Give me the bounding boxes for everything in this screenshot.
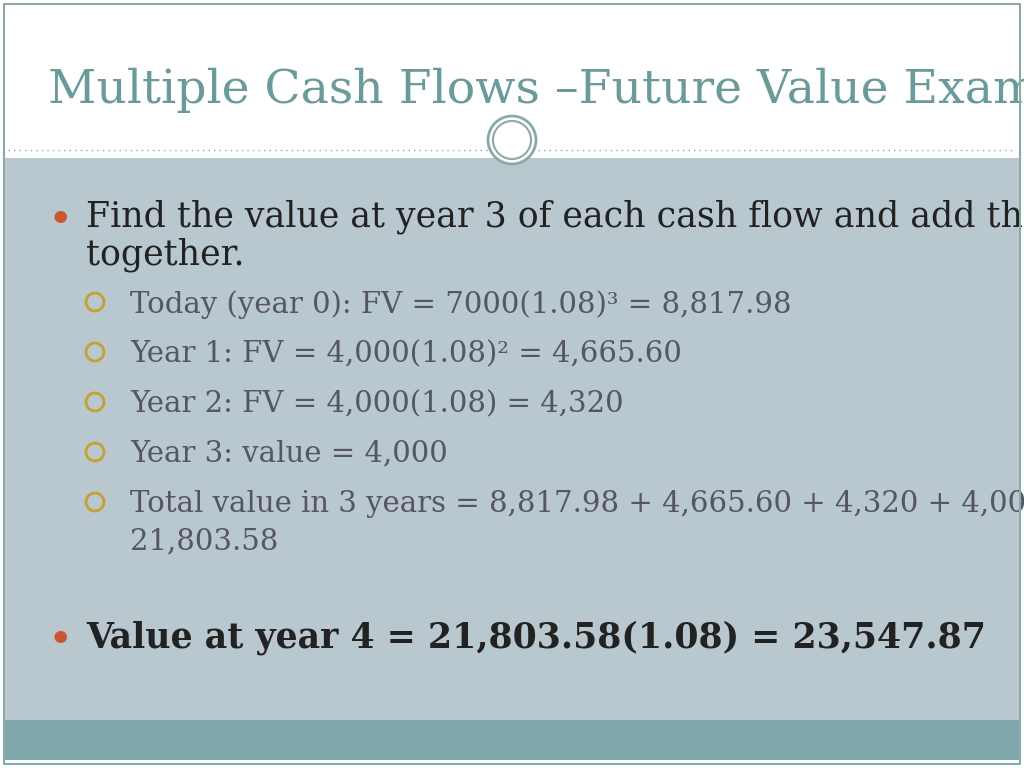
FancyBboxPatch shape [4,720,1020,760]
Text: •: • [48,620,74,662]
FancyBboxPatch shape [4,4,1020,159]
Circle shape [488,116,536,164]
Text: together.: together. [86,238,245,273]
Text: Multiple Cash Flows –Future Value Example 6.1: Multiple Cash Flows –Future Value Exampl… [48,68,1024,113]
Text: Year 3: value = 4,000: Year 3: value = 4,000 [130,440,447,468]
Text: Year 2: FV = 4,000(1.08) = 4,320: Year 2: FV = 4,000(1.08) = 4,320 [130,390,624,418]
Text: Total value in 3 years = 8,817.98 + 4,665.60 + 4,320 + 4,000 =: Total value in 3 years = 8,817.98 + 4,66… [130,490,1024,518]
Text: Find the value at year 3 of each cash flow and add them: Find the value at year 3 of each cash fl… [86,200,1024,234]
Text: Value at year 4 = 21,803.58(1.08) = 23,547.87: Value at year 4 = 21,803.58(1.08) = 23,5… [86,620,986,654]
Text: •: • [48,200,74,242]
FancyBboxPatch shape [4,158,1020,720]
Text: Today (year 0): FV = 7000(1.08)³ = 8,817.98: Today (year 0): FV = 7000(1.08)³ = 8,817… [130,290,792,319]
Text: Year 1: FV = 4,000(1.08)² = 4,665.60: Year 1: FV = 4,000(1.08)² = 4,665.60 [130,340,682,368]
Circle shape [493,121,531,159]
Text: 21,803.58: 21,803.58 [130,528,279,556]
